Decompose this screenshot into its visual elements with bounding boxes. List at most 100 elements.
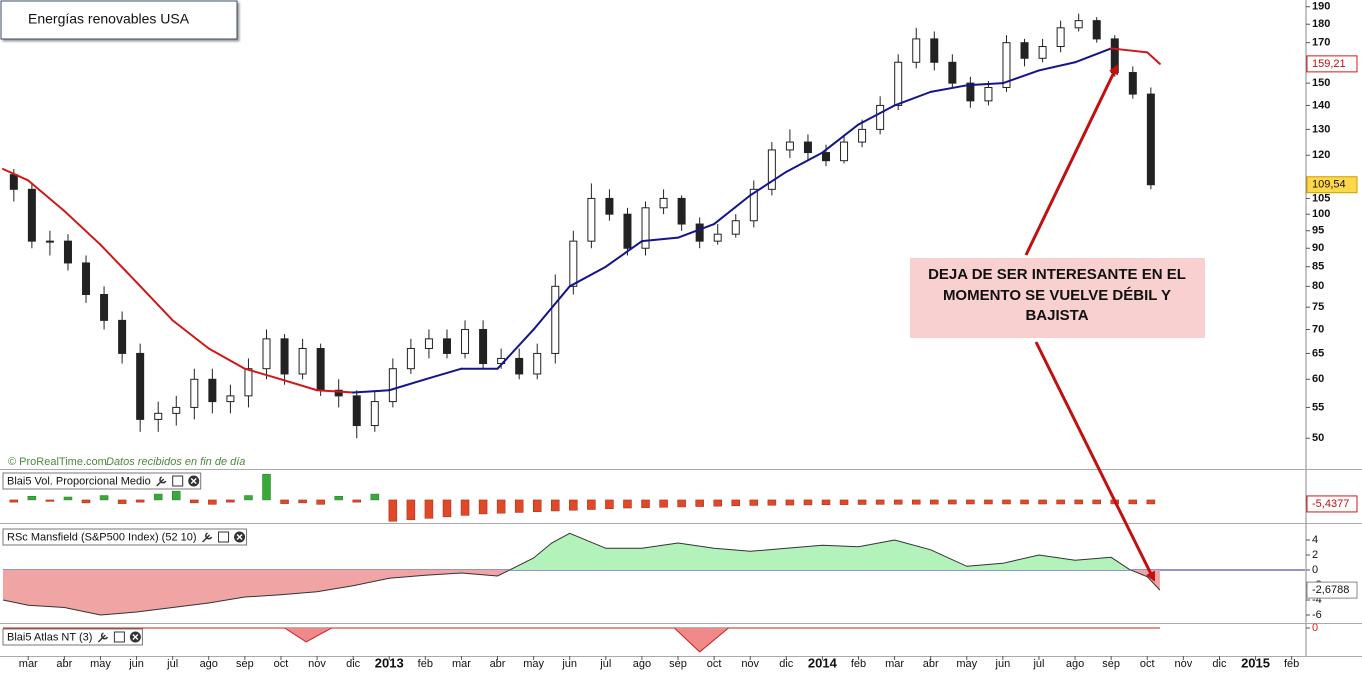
moving-average (63, 209, 102, 246)
candle-body (136, 352, 145, 420)
candle-body (45, 240, 54, 243)
title-box (0, 0, 238, 40)
area-line (3, 627, 1160, 653)
bar (244, 495, 253, 501)
x-tick-label: sep (236, 658, 254, 670)
bar (352, 499, 361, 503)
candle-body (677, 197, 686, 225)
candle-body (82, 262, 91, 295)
candle-body (1092, 20, 1101, 40)
moving-average (243, 367, 282, 381)
moving-average (135, 281, 174, 322)
candle-body (190, 378, 199, 408)
bar (695, 499, 704, 507)
candle-body (533, 352, 542, 375)
moving-average (27, 179, 66, 212)
bar (785, 499, 795, 506)
settings-icon[interactable] (156, 476, 167, 487)
x-tick-label: 2015 (1241, 655, 1270, 670)
y-tick-label: 180 (1312, 18, 1330, 30)
x-tick-label: mar (885, 658, 904, 670)
value-marker (1306, 176, 1358, 194)
candle-body (406, 347, 415, 370)
x-tick-label: dic (346, 658, 361, 670)
panel-title-box (2, 472, 202, 490)
x-tick-label: nov (1174, 658, 1192, 670)
candle-body (948, 61, 957, 84)
candle-body (858, 128, 867, 143)
x-tick-label: feb (418, 658, 433, 670)
moving-average (207, 347, 246, 370)
x-tick-label: sep (669, 658, 687, 670)
bar (388, 499, 398, 522)
candle-body (118, 319, 127, 354)
moving-average (677, 223, 716, 239)
annotation-line: DEJA DE SER INTERESANTE EN EL (928, 266, 1186, 283)
window-icon[interactable] (172, 475, 184, 487)
bar (984, 499, 993, 505)
candle-body (1038, 46, 1047, 59)
panel-title: Blai5 Atlas NT (3) (7, 631, 92, 643)
bar (9, 499, 19, 503)
chart-title: Energías renovables USA (28, 11, 190, 27)
bar (334, 496, 343, 501)
annotation-line: BAJISTA (1025, 307, 1088, 324)
settings-icon[interactable] (202, 532, 213, 543)
moving-average (352, 389, 391, 394)
y-tick-label: 150 (1312, 77, 1330, 89)
bar (478, 499, 488, 515)
candle-body (1002, 42, 1011, 88)
x-tick-label: dic (779, 658, 794, 670)
candle-body (659, 197, 668, 209)
y-tick-label: 95 (1312, 225, 1324, 237)
bar (190, 499, 199, 504)
bar (117, 499, 127, 504)
candle-body (479, 328, 488, 365)
candle-body (172, 406, 181, 414)
candle-body (641, 207, 650, 249)
x-tick-label: abr (490, 658, 506, 670)
area-line (2, 532, 1161, 616)
candle-body (352, 395, 361, 427)
moving-average (749, 170, 788, 197)
candle-body (9, 174, 18, 190)
bar (1056, 499, 1065, 505)
candle-body (244, 368, 253, 397)
bar (731, 499, 741, 507)
bar (948, 499, 957, 505)
value-marker (1306, 55, 1358, 73)
bar (135, 499, 145, 503)
value-marker-label: 159,21 (1312, 58, 1346, 70)
candle-body (731, 220, 740, 235)
bar (406, 499, 416, 521)
y-tick-label: 85 (1312, 261, 1324, 273)
window-icon[interactable] (218, 531, 230, 543)
bar (298, 499, 307, 504)
panel-title: Blai5 Vol. Proporcional Medio (7, 475, 151, 487)
value-marker (1306, 581, 1358, 599)
window-icon[interactable] (113, 631, 125, 643)
bar (911, 499, 921, 505)
moving-average (496, 328, 535, 370)
candle-body (262, 338, 271, 370)
bar (316, 499, 325, 505)
x-tick-label: may (956, 658, 977, 670)
bar (966, 499, 975, 505)
bar (424, 499, 434, 519)
candle-body (840, 141, 849, 162)
x-tick-label: sep (1102, 658, 1120, 670)
moving-average (568, 265, 607, 288)
bar (930, 499, 939, 505)
candle-body (930, 38, 939, 63)
moving-average (821, 123, 860, 154)
moving-average (604, 240, 643, 268)
candle-body (912, 38, 921, 63)
candle-body (605, 197, 614, 215)
x-tick-label: abr (923, 658, 939, 670)
candle-body (370, 401, 379, 427)
candle-body (876, 104, 885, 130)
settings-icon[interactable] (97, 632, 109, 643)
x-tick-label: oct (707, 658, 722, 670)
annotation-line: MOMENTO SE VUELVE DÉBIL Y (943, 287, 1171, 304)
